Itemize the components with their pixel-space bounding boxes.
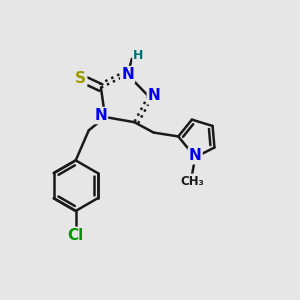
Text: H: H	[133, 49, 144, 62]
Text: S: S	[75, 71, 86, 86]
Text: CH₃: CH₃	[180, 175, 204, 188]
Text: N: N	[121, 67, 134, 82]
Text: Cl: Cl	[68, 228, 84, 243]
Text: N: N	[94, 108, 107, 123]
Text: N: N	[148, 88, 161, 104]
Text: N: N	[189, 148, 202, 163]
